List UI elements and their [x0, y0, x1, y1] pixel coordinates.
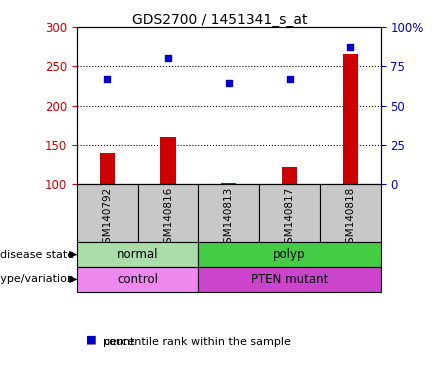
- Bar: [320, 184, 381, 242]
- Text: GSM140816: GSM140816: [163, 187, 173, 250]
- Bar: [259, 184, 320, 242]
- Text: ■: ■: [86, 335, 96, 345]
- Bar: [77, 267, 198, 292]
- Point: [347, 43, 354, 50]
- Text: GSM140813: GSM140813: [224, 187, 234, 250]
- Text: normal: normal: [117, 248, 158, 261]
- Point: [165, 55, 172, 61]
- Bar: [77, 184, 138, 242]
- Bar: [282, 167, 297, 184]
- Text: GDS2700 / 1451341_s_at: GDS2700 / 1451341_s_at: [132, 13, 308, 27]
- Text: GSM140792: GSM140792: [103, 187, 112, 250]
- Text: PTEN mutant: PTEN mutant: [251, 273, 328, 286]
- Point: [225, 79, 232, 86]
- Bar: [198, 242, 381, 267]
- Text: genotype/variation: genotype/variation: [0, 275, 74, 285]
- Bar: [138, 184, 198, 242]
- Bar: [77, 242, 198, 267]
- Bar: [198, 267, 381, 292]
- Text: control: control: [117, 273, 158, 286]
- Bar: [198, 184, 259, 242]
- Bar: [343, 55, 358, 184]
- Text: polyp: polyp: [273, 248, 306, 261]
- Point: [104, 76, 111, 82]
- Text: count: count: [103, 337, 135, 347]
- Text: percentile rank within the sample: percentile rank within the sample: [103, 337, 291, 347]
- Text: ■: ■: [86, 335, 96, 345]
- Bar: [100, 153, 115, 184]
- Text: GSM140817: GSM140817: [285, 187, 294, 250]
- Bar: [161, 137, 176, 184]
- Text: GSM140818: GSM140818: [345, 187, 355, 250]
- Text: disease state: disease state: [0, 250, 74, 260]
- Point: [286, 76, 293, 82]
